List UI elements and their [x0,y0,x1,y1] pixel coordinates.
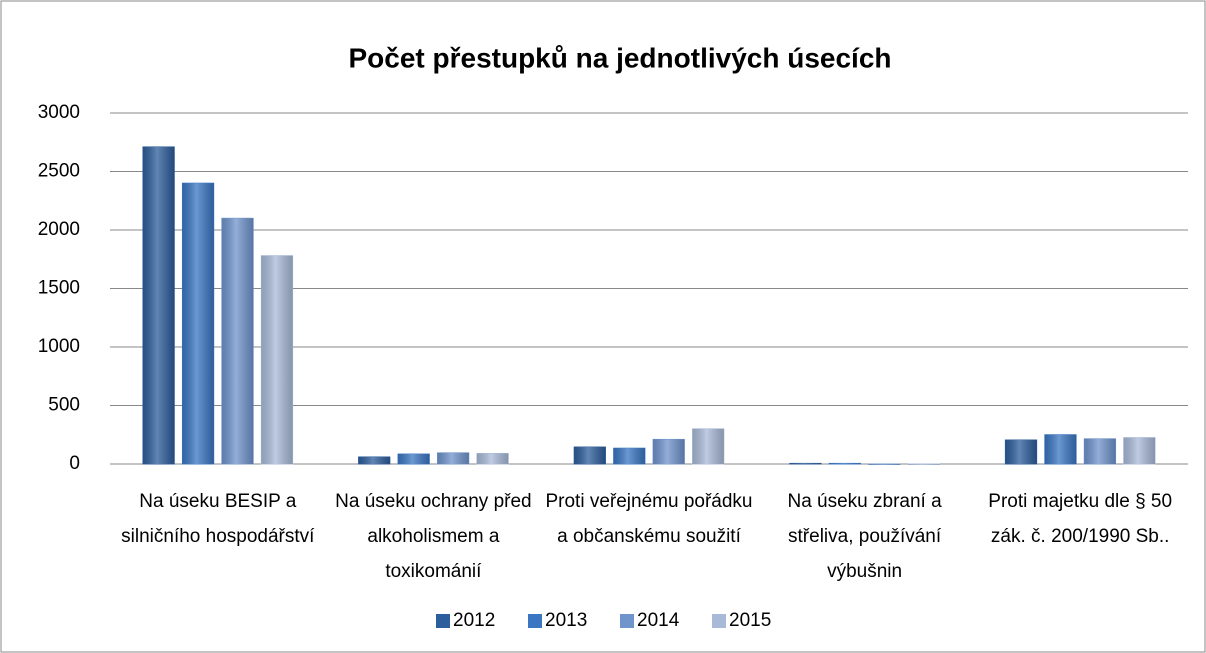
bar [692,428,725,465]
bar [142,146,175,465]
y-tick-label: 2000 [38,219,80,240]
legend-swatch [436,614,450,628]
bar [221,217,254,465]
x-tick-label: Proti majetku dle § 50 zák. č. 200/1990 … [988,491,1173,547]
y-tick-label: 500 [48,395,80,416]
y-tick-label: 1000 [38,336,80,357]
bar [476,452,509,465]
bar [181,182,215,465]
bar [397,453,430,465]
legend-swatch [620,614,634,628]
bar [613,447,646,465]
bar [260,255,294,465]
bar [907,463,940,465]
bar [789,462,822,465]
y-tick-label: 3000 [38,102,80,123]
bar [358,456,391,465]
legend-swatch [712,614,726,628]
x-tick-label: Na úseku zbraní a střeliva, používání vý… [787,491,942,582]
bar [1004,439,1038,465]
y-tick-label: 1500 [38,278,80,299]
legend-label: 2015 [729,610,771,631]
legend-swatch [528,614,542,628]
legend-label: 2013 [545,610,587,631]
legend-label: 2012 [453,610,495,631]
bar [868,463,901,465]
chart-title: Počet přestupků na jednotlivých úsecích [348,42,891,73]
x-tick-label: Na úseku BESIP a silničního hospodářství [121,491,315,547]
y-tick-label: 2500 [38,161,80,182]
bar [828,462,862,465]
bar [1083,438,1117,465]
y-tick-label: 0 [69,453,80,474]
bar [436,452,470,465]
bar [652,438,685,465]
bar [1123,437,1156,465]
x-tick-label: Na úseku ochrany před alkoholismem a tox… [335,491,532,582]
x-tick-label: Proti veřejnému pořádku a občanskému sou… [545,491,753,547]
bar [573,446,606,465]
legend-label: 2014 [637,610,680,631]
bar [1044,434,1077,465]
